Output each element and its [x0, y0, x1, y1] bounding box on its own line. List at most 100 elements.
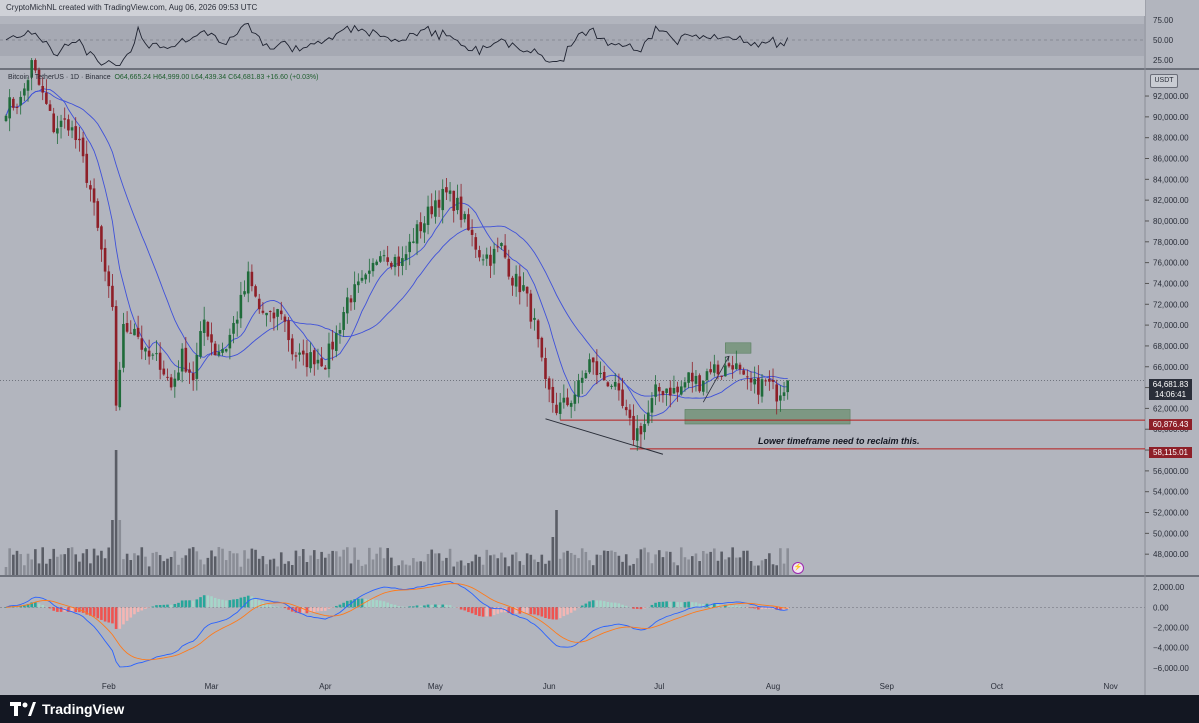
candle-body — [63, 118, 67, 120]
volume-bar — [382, 558, 386, 575]
macd-histogram-bar — [456, 607, 459, 608]
candle-body — [430, 206, 434, 215]
macd-histogram-bar — [224, 600, 228, 608]
level-tag-1: 60,876.43 — [1149, 419, 1192, 430]
candle-body — [404, 254, 408, 261]
volume-bar — [232, 553, 235, 575]
candle-body — [335, 333, 338, 351]
macd-histogram-bar — [525, 607, 529, 613]
volume-bar — [327, 553, 331, 575]
candle-body — [533, 317, 536, 320]
volume-bar — [272, 558, 276, 575]
volume-bar — [621, 561, 624, 575]
macd-histogram-bar — [114, 607, 118, 629]
volume-bar — [118, 520, 122, 575]
volume-bar — [676, 565, 679, 575]
volume-bar — [235, 553, 239, 575]
macd-histogram-bar — [713, 603, 716, 608]
volume-bar — [529, 554, 533, 575]
candle-body — [118, 369, 122, 408]
macd-histogram-bar — [731, 605, 734, 608]
macd-histogram-bar — [254, 598, 257, 608]
macd-histogram-bar — [529, 607, 533, 615]
volume-bar — [613, 551, 617, 575]
candle-body — [529, 293, 533, 322]
macd-histogram-bar — [500, 607, 503, 613]
macd-histogram-bar — [52, 607, 56, 611]
time-axis-label: May — [428, 682, 443, 691]
macd-histogram-bar — [74, 607, 78, 613]
macd-histogram-bar — [415, 605, 419, 608]
candle-body — [724, 365, 727, 377]
macd-histogram-bar — [276, 606, 279, 608]
candle-body — [283, 316, 287, 322]
volume-bar — [294, 550, 298, 575]
macd-histogram-bar — [492, 607, 496, 616]
macd-histogram-bar — [177, 602, 180, 608]
macd-histogram-bar — [81, 607, 85, 613]
candle-body — [753, 378, 756, 385]
candle-body — [261, 310, 265, 313]
volume-bar — [768, 553, 771, 575]
macd-histogram-bar — [30, 602, 33, 608]
macd-histogram-bar — [180, 600, 184, 608]
candle-body — [573, 394, 577, 404]
volume-bar — [786, 548, 790, 575]
macd-histogram-bar — [368, 599, 371, 608]
candle-body — [702, 380, 705, 392]
candle-body — [188, 369, 191, 373]
macd-histogram-bar — [650, 604, 654, 608]
volume-bar — [371, 559, 375, 575]
legend-symbol[interactable]: Bitcoin / TetherUS · 1D · Binance — [8, 74, 111, 81]
tradingview-logo[interactable]: TradingView — [10, 701, 124, 717]
lightning-icon[interactable]: ⚡ — [792, 562, 804, 574]
candle-body — [19, 96, 22, 106]
volume-bar — [525, 553, 529, 575]
volume-bar — [19, 554, 22, 575]
macd-histogram-bar — [309, 607, 312, 613]
macd-histogram-bar — [169, 604, 173, 608]
volume-bar — [724, 559, 727, 575]
candle-body — [323, 367, 327, 370]
volume-bar — [456, 561, 459, 575]
volume-bar — [103, 558, 107, 575]
macd-histogram-bar — [390, 604, 393, 608]
currency-button[interactable]: USDT — [1150, 74, 1178, 88]
volume-bar — [67, 548, 70, 575]
macd-histogram-bar — [268, 605, 272, 608]
price-tick-label: 90,000.00 — [1153, 113, 1189, 122]
volume-bar — [760, 560, 764, 575]
macd-tick-label: 0.00 — [1153, 603, 1169, 612]
volume-bar — [419, 561, 423, 575]
macd-histogram-bar — [702, 603, 705, 608]
macd-histogram-bar — [331, 607, 334, 608]
volume-bar — [412, 558, 415, 575]
volume-bar — [353, 547, 356, 575]
candle-body — [397, 256, 400, 266]
volume-bar — [122, 559, 125, 575]
macd-histogram-bar — [584, 603, 588, 608]
price-tick-label: 88,000.00 — [1153, 134, 1189, 143]
candle-body — [360, 277, 364, 281]
macd-histogram-bar — [459, 607, 463, 610]
candle-body — [125, 323, 129, 332]
candle-body — [243, 291, 246, 295]
volume-bar — [500, 552, 503, 575]
volume-bar — [698, 561, 701, 575]
candle-body — [470, 229, 474, 235]
volume-bar — [459, 560, 463, 575]
candle-body — [555, 404, 558, 414]
macd-histogram-bar — [228, 600, 232, 608]
candle-body — [147, 350, 151, 357]
candle-body — [577, 380, 580, 397]
candle-body — [716, 364, 720, 375]
volume-bar — [727, 557, 731, 575]
macd-histogram-bar — [298, 607, 301, 613]
candle-body — [650, 398, 654, 413]
current-price-tag: 64,681.83 — [1149, 379, 1192, 390]
macd-histogram-bar — [272, 606, 276, 608]
volume-bar — [639, 549, 643, 575]
volume-bar — [463, 565, 467, 575]
volume-bar — [544, 563, 547, 575]
